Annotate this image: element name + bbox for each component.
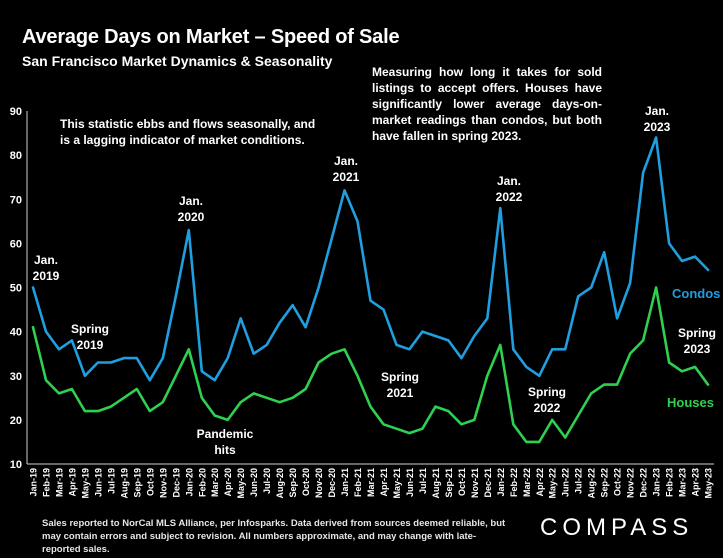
x-tick-label: Sep-21 <box>444 468 454 498</box>
annotation: Spring 2022 <box>528 385 566 415</box>
x-tick-label: Jan-23 <box>652 468 662 497</box>
y-tick-label: 50 <box>10 283 22 295</box>
y-tick-label: 20 <box>10 415 22 427</box>
x-tick-label: Mar-22 <box>522 468 532 497</box>
x-tick-label: Jan-20 <box>184 468 194 497</box>
x-tick-label: Jul-22 <box>574 468 584 494</box>
x-tick-label: Nov-20 <box>314 468 324 498</box>
x-tick-label: Jan-21 <box>340 468 350 497</box>
note-left: This statistic ebbs and flows seasonally… <box>60 117 316 147</box>
annotation: Jan. 2020 <box>178 194 205 224</box>
x-tick-label: May-19 <box>80 468 90 499</box>
x-tick-label: Dec-19 <box>171 468 181 498</box>
y-tick-label: 30 <box>10 371 22 383</box>
series-line-condos <box>31 136 710 382</box>
x-tick-label: Mar-20 <box>210 468 220 497</box>
x-tick-label: May-21 <box>392 468 402 499</box>
x-tick-label: Apr-23 <box>691 468 701 497</box>
annotation: Jan. 2023 <box>644 104 671 134</box>
x-tick-label: Sep-22 <box>600 468 610 498</box>
x-tick-label: Nov-21 <box>470 468 480 498</box>
footnote: Sales reported to NorCal MLS Alliance, p… <box>42 518 506 555</box>
y-tick-label: 80 <box>10 150 22 162</box>
x-tick-label: Feb-20 <box>197 468 207 497</box>
x-tick-label: Jun-22 <box>561 468 571 497</box>
y-tick-label: 10 <box>10 459 22 471</box>
y-tick-label: 70 <box>10 194 22 206</box>
x-tick-label: Feb-19 <box>41 468 51 497</box>
x-tick-label: Apr-19 <box>67 468 77 497</box>
x-tick-label: Mar-21 <box>366 468 376 497</box>
x-tick-label: Sep-20 <box>288 468 298 498</box>
series-line-houses <box>31 286 710 444</box>
annotation: Spring 2021 <box>381 370 419 400</box>
annotation: Jan. 2021 <box>333 154 360 184</box>
x-tick-label: Dec-21 <box>483 468 493 498</box>
x-tick-label: Apr-21 <box>379 468 389 497</box>
x-tick-label: Mar-23 <box>678 468 688 497</box>
x-tick-label: Mar-19 <box>54 468 64 497</box>
x-tick-label: Jun-20 <box>249 468 259 497</box>
x-tick-label: Dec-22 <box>639 468 649 498</box>
y-tick-label: 40 <box>10 327 22 339</box>
note-right: Measuring how long it takes for sold lis… <box>372 65 602 143</box>
chart-subtitle: San Francisco Market Dynamics & Seasonal… <box>22 53 333 69</box>
series-label-condos: Condos <box>672 286 720 301</box>
x-tick-label: Aug-22 <box>587 468 597 499</box>
x-tick-label: Feb-22 <box>509 468 519 497</box>
y-tick-label: 90 <box>10 106 22 118</box>
x-tick-label: Jul-19 <box>106 468 116 494</box>
x-tick-label: Jun-21 <box>405 468 415 497</box>
x-tick-label: Dec-20 <box>327 468 337 498</box>
y-tick-label: 60 <box>10 238 22 250</box>
x-tick-label: Feb-21 <box>353 468 363 497</box>
x-tick-label: Jan-19 <box>29 468 39 497</box>
chart-title: Average Days on Market – Speed of Sale <box>22 26 400 48</box>
x-tick-label: Jan-22 <box>496 468 506 497</box>
x-tick-label: May-23 <box>704 468 714 499</box>
x-tick-label: Feb-23 <box>665 468 675 497</box>
x-tick-label: Oct-21 <box>457 468 467 496</box>
x-tick-label: Jun-19 <box>93 468 103 497</box>
series-label-houses: Houses <box>667 395 714 410</box>
x-tick-label: May-20 <box>236 468 246 499</box>
annotation: Jan. 2022 <box>496 174 523 204</box>
compass-logo: COMPASS <box>540 514 694 541</box>
x-tick-label: Aug-21 <box>431 468 441 499</box>
x-tick-label: Aug-20 <box>275 468 285 499</box>
x-tick-label: May-22 <box>548 468 558 499</box>
x-tick-label: Apr-22 <box>535 468 545 497</box>
x-tick-label: Jul-21 <box>418 468 428 494</box>
x-tick-label: Aug-19 <box>119 468 129 499</box>
x-tick-label: Oct-22 <box>613 468 623 496</box>
annotation: Jan. 2019 <box>33 253 60 283</box>
x-tick-label: Apr-20 <box>223 468 233 497</box>
x-tick-label: Nov-22 <box>626 468 636 498</box>
annotation: Pandemic hits <box>197 427 254 457</box>
x-tick-label: Sep-19 <box>132 468 142 498</box>
annotation: Spring 2023 <box>678 326 716 356</box>
annotation: Spring 2019 <box>71 322 109 352</box>
x-tick-label: Oct-19 <box>145 468 155 496</box>
x-tick-label: Oct-20 <box>301 468 311 496</box>
x-tick-label: Nov-19 <box>158 468 168 498</box>
x-tick-label: Jul-20 <box>262 468 272 494</box>
